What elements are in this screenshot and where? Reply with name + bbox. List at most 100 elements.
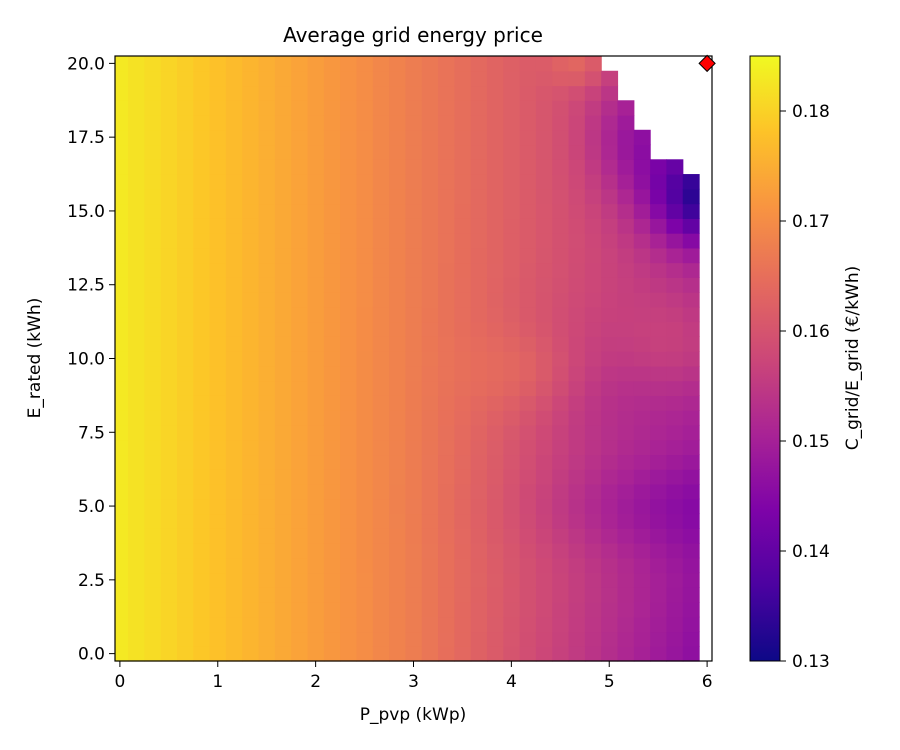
heatmap-cell: [633, 218, 651, 234]
heatmap-cell: [193, 646, 211, 662]
heatmap-cell: [307, 572, 325, 588]
heatmap-cell: [193, 129, 211, 146]
heatmap-cell: [650, 498, 668, 515]
heatmap-cell: [160, 306, 178, 323]
heatmap-cell: [470, 85, 488, 101]
heatmap-cell: [372, 365, 390, 382]
heatmap-cell: [177, 469, 194, 485]
heatmap-cell: [274, 174, 292, 190]
heatmap-cell: [323, 542, 341, 559]
heatmap-cell: [552, 174, 570, 190]
heatmap-cell: [177, 587, 194, 603]
heatmap-cell: [682, 395, 700, 411]
heatmap-cell: [470, 631, 488, 647]
heatmap-cell: [225, 115, 243, 131]
heatmap-cell: [568, 144, 586, 160]
heatmap-cell: [372, 218, 390, 234]
heatmap-cell: [535, 277, 553, 293]
heatmap-cell: [242, 100, 260, 116]
heatmap-cell: [650, 469, 668, 485]
heatmap-cell: [438, 129, 455, 146]
heatmap-cell: [568, 159, 586, 175]
heatmap-cell: [389, 233, 406, 249]
heatmap-cell: [193, 601, 211, 618]
heatmap-cell: [193, 454, 211, 470]
heatmap-cell: [519, 646, 537, 662]
heatmap-cell: [650, 439, 668, 456]
heatmap-cell: [193, 395, 211, 411]
heatmap-cell: [633, 277, 651, 293]
heatmap-cell: [160, 616, 178, 633]
heatmap-cell: [584, 159, 602, 175]
heatmap-cell: [552, 159, 570, 175]
heatmap-cell: [389, 587, 406, 603]
heatmap-cell: [144, 498, 162, 515]
heatmap-cell: [503, 247, 521, 264]
heatmap-cell: [242, 233, 260, 249]
heatmap-cell: [160, 188, 178, 205]
heatmap-cell: [356, 85, 374, 101]
heatmap-cell: [682, 469, 700, 485]
heatmap-cell: [307, 159, 325, 175]
heatmap-cell: [356, 188, 374, 205]
heatmap-cell: [372, 144, 390, 160]
heatmap-cell: [584, 56, 602, 72]
heatmap-cell: [584, 572, 602, 588]
heatmap-cell: [193, 572, 211, 588]
heatmap-cell: [258, 203, 276, 219]
heatmap-cell: [160, 233, 178, 249]
heatmap-cell: [682, 572, 700, 588]
heatmap-cell: [209, 262, 227, 278]
heatmap-cell: [372, 454, 390, 470]
heatmap-cell: [160, 513, 178, 529]
heatmap-cell: [519, 144, 537, 160]
heatmap-cell: [405, 203, 423, 219]
heatmap-cell: [356, 616, 374, 633]
heatmap-cell: [323, 144, 341, 160]
heatmap-cell: [568, 70, 586, 87]
heatmap-cell: [682, 292, 700, 308]
heatmap-cell: [307, 439, 325, 456]
heatmap-cell: [535, 498, 553, 515]
heatmap-cell: [633, 144, 651, 160]
heatmap-cell: [682, 188, 700, 205]
heatmap-cell: [356, 262, 374, 278]
heatmap-cell: [389, 410, 406, 426]
heatmap-cell: [438, 410, 455, 426]
heatmap-cell: [372, 439, 390, 456]
heatmap-cell: [682, 557, 700, 574]
heatmap-cell: [340, 424, 358, 441]
heatmap-cell: [372, 277, 390, 293]
heatmap-cell: [486, 572, 504, 588]
heatmap-cell: [535, 129, 553, 146]
heatmap-cell: [633, 542, 651, 559]
heatmap-cell: [291, 247, 309, 264]
heatmap-cell: [666, 336, 684, 352]
heatmap-cell: [225, 557, 243, 574]
heatmap-cell: [552, 203, 570, 219]
heatmap-cell: [633, 469, 651, 485]
heatmap-cell: [144, 174, 162, 190]
heatmap-cell: [584, 469, 602, 485]
heatmap-cell: [405, 218, 423, 234]
heatmap-cell: [356, 159, 374, 175]
heatmap-cell: [519, 85, 537, 101]
heatmap-cell: [372, 100, 390, 116]
heatmap-cell: [323, 233, 341, 249]
heatmap-cell: [438, 557, 455, 574]
heatmap-cell: [372, 542, 390, 559]
heatmap-cell: [258, 247, 276, 264]
heatmap-cell: [340, 528, 358, 544]
heatmap-cell: [144, 188, 162, 205]
heatmap-cell: [209, 646, 227, 662]
heatmap-cell: [535, 528, 553, 544]
heatmap-cell: [535, 469, 553, 485]
heatmap-cell: [274, 528, 292, 544]
heatmap-cell: [470, 513, 488, 529]
heatmap-cell: [128, 513, 145, 529]
heatmap-cell: [405, 587, 423, 603]
heatmap-cell: [454, 351, 472, 367]
heatmap-cell: [584, 351, 602, 367]
heatmap-cell: [389, 631, 406, 647]
heatmap-cell: [650, 513, 668, 529]
